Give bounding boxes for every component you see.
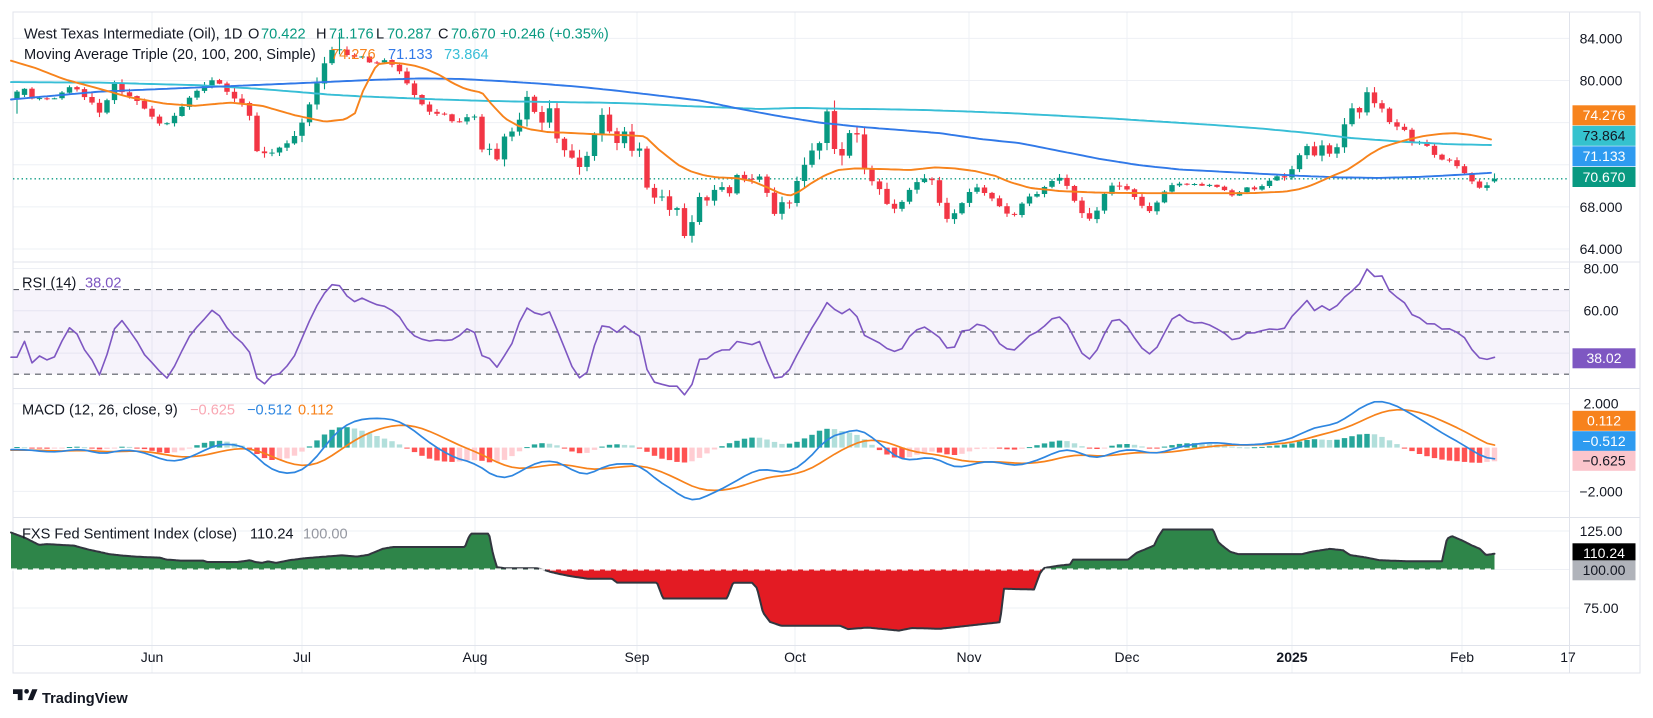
svg-text:71.133: 71.133	[388, 47, 433, 63]
svg-text:−0.512: −0.512	[247, 403, 292, 419]
svg-text:Nov: Nov	[957, 649, 982, 665]
svg-text:75.00: 75.00	[1583, 600, 1618, 616]
svg-text:80.000: 80.000	[1580, 72, 1623, 88]
svg-text:Moving Average Triple (20, 100: Moving Average Triple (20, 100, 200, Sim…	[24, 47, 316, 63]
svg-text:−2.000: −2.000	[1579, 483, 1622, 499]
svg-text:TradingView: TradingView	[42, 691, 128, 707]
svg-text:60.00: 60.00	[1583, 303, 1618, 319]
svg-text:Sep: Sep	[625, 649, 650, 665]
svg-text:38.02: 38.02	[85, 275, 122, 291]
svg-text:110.24: 110.24	[1583, 545, 1625, 561]
svg-text:73.864: 73.864	[444, 47, 489, 63]
svg-text:71.133: 71.133	[1583, 148, 1626, 164]
svg-text:100.00: 100.00	[303, 527, 348, 543]
svg-text:74.276: 74.276	[331, 47, 376, 63]
svg-text:C: C	[438, 27, 449, 43]
svg-text:MACD (12, 26, close, 9): MACD (12, 26, close, 9)	[22, 403, 178, 419]
svg-text:Jul: Jul	[293, 649, 311, 665]
svg-text:73.864: 73.864	[1583, 128, 1626, 144]
svg-text:110.24: 110.24	[250, 527, 294, 543]
svg-text:0.112: 0.112	[1587, 413, 1621, 429]
svg-text:+0.246 (+0.35%): +0.246 (+0.35%)	[500, 27, 609, 43]
svg-text:74.276: 74.276	[1583, 107, 1626, 123]
svg-text:17: 17	[1560, 649, 1576, 665]
svg-text:Dec: Dec	[1115, 649, 1140, 665]
svg-text:68.000: 68.000	[1580, 199, 1623, 215]
svg-text:Oct: Oct	[784, 649, 806, 665]
svg-text:−0.625: −0.625	[190, 403, 235, 419]
svg-text:84.000: 84.000	[1580, 30, 1623, 46]
svg-text:Jun: Jun	[141, 649, 164, 665]
svg-text:2.000: 2.000	[1583, 396, 1618, 412]
svg-text:−0.512: −0.512	[1582, 433, 1625, 449]
svg-text:71.176: 71.176	[329, 27, 374, 43]
svg-text:0.112: 0.112	[298, 403, 333, 419]
svg-text:64.000: 64.000	[1580, 241, 1623, 257]
svg-text:O: O	[248, 27, 259, 43]
svg-text:38.02: 38.02	[1586, 350, 1621, 366]
svg-text:L: L	[376, 27, 384, 43]
svg-text:100.00: 100.00	[1583, 562, 1626, 578]
svg-text:FXS Fed Sentiment Index (close: FXS Fed Sentiment Index (close)	[22, 527, 237, 543]
svg-text:80.00: 80.00	[1583, 260, 1618, 276]
svg-text:−0.625: −0.625	[1582, 453, 1625, 469]
svg-text:Aug: Aug	[463, 649, 488, 665]
svg-text:RSI (14): RSI (14)	[22, 275, 76, 291]
svg-text:West Texas Intermediate (Oil),: West Texas Intermediate (Oil), 1D	[24, 27, 242, 43]
svg-text:70.670: 70.670	[451, 27, 496, 43]
svg-text:70.422: 70.422	[261, 27, 306, 43]
svg-text:2025: 2025	[1276, 649, 1307, 665]
svg-text:H: H	[316, 27, 327, 43]
svg-text:125.00: 125.00	[1580, 523, 1623, 539]
svg-text:70.287: 70.287	[387, 27, 432, 43]
svg-text:Feb: Feb	[1450, 649, 1474, 665]
svg-text:70.670: 70.670	[1583, 169, 1626, 185]
